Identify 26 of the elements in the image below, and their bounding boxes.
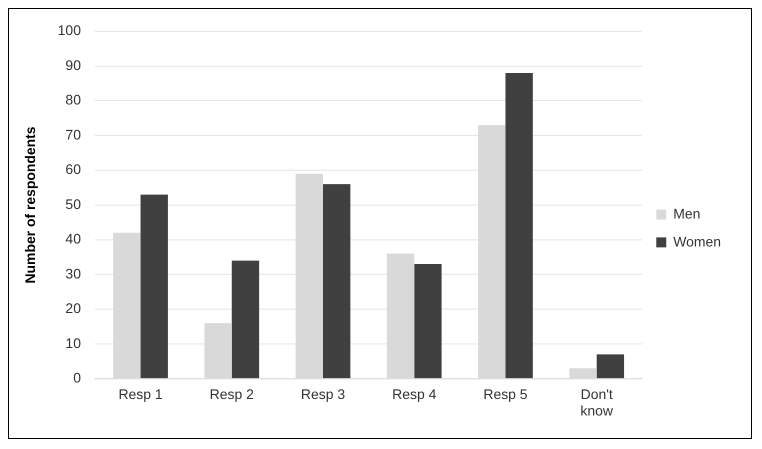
y-tick-label: 50 — [65, 196, 82, 212]
y-tick-label: 80 — [65, 92, 82, 108]
y-tick-label: 60 — [65, 161, 82, 178]
x-tick-label: Resp 1 — [118, 386, 163, 402]
bar — [323, 184, 350, 378]
bar — [140, 194, 168, 378]
x-tick-label: Resp 2 — [210, 386, 254, 402]
y-tick-label: 10 — [65, 334, 82, 351]
bar — [232, 260, 260, 378]
y-tick-label: 30 — [65, 265, 82, 282]
x-tick-label: Resp 3 — [300, 386, 346, 402]
x-tick-label: Resp 5 — [483, 386, 528, 402]
y-tick-label: 100 — [58, 22, 82, 38]
bar — [414, 264, 442, 378]
legend-label: Women — [673, 233, 722, 250]
y-tick-label: 0 — [73, 370, 82, 386]
y-tick-label: 20 — [65, 300, 82, 316]
x-tick-label: Don't know — [580, 386, 614, 419]
bar — [505, 72, 533, 378]
y-axis-title: Number of respondents — [22, 126, 38, 284]
y-tick-label: 70 — [65, 126, 82, 142]
y-tick-label: 40 — [65, 230, 82, 247]
bar — [596, 354, 624, 378]
x-tick-label: Resp 4 — [392, 386, 437, 402]
y-tick-label: 90 — [65, 56, 82, 73]
legend-label: Men — [673, 205, 700, 222]
